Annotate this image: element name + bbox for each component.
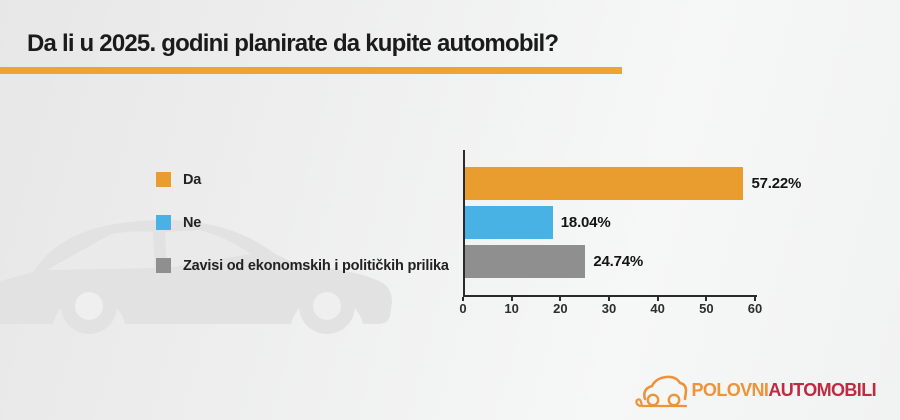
bar-value-label: 57.22% bbox=[751, 175, 802, 192]
x-tick-label: 20 bbox=[553, 301, 568, 316]
legend-swatch-zavisi bbox=[156, 258, 171, 273]
bar-row: 18.04% bbox=[465, 206, 900, 239]
x-tickmark bbox=[656, 297, 659, 301]
bar-0 bbox=[465, 167, 744, 200]
x-tickmark bbox=[705, 297, 708, 301]
page-title: Da li u 2025. godini planirate da kupite… bbox=[27, 30, 559, 57]
legend-label: Da bbox=[183, 171, 202, 188]
title-underline bbox=[0, 67, 622, 74]
x-tickmark bbox=[462, 297, 464, 301]
x-tick-label: 0 bbox=[459, 301, 467, 316]
legend-label: Ne bbox=[183, 214, 202, 231]
legend-label: Zavisi od ekonomskih i političkih prilik… bbox=[183, 257, 449, 274]
logo-text-automobili: AUTOMOBILI bbox=[768, 379, 876, 400]
polovni-automobili-logo: POLOVNIAUTOMOBILI bbox=[634, 369, 877, 411]
x-tickmark bbox=[754, 297, 756, 301]
legend-item-zavisi: Zavisi od ekonomskih i političkih prilik… bbox=[156, 257, 449, 274]
x-axis-tickmarks bbox=[462, 297, 756, 301]
legend-swatch-ne bbox=[156, 215, 171, 230]
bar-2 bbox=[465, 245, 586, 278]
x-tick-label: 30 bbox=[601, 301, 617, 316]
bar-value-label: 18.04% bbox=[560, 214, 611, 231]
logo-car-icon bbox=[634, 375, 687, 408]
bar-chart-plot-area: 57.22% 18.04% 24.74% bbox=[463, 150, 801, 297]
logo-text: POLOVNIAUTOMOBILI bbox=[691, 379, 877, 401]
x-axis-tick-labels: 0 10 20 30 40 50 60 bbox=[459, 301, 762, 317]
bar-row: 57.22% bbox=[465, 167, 900, 200]
bar-row: 24.74% bbox=[465, 245, 900, 278]
chart-legend: Da Ne Zavisi od ekonomskih i političkih … bbox=[156, 172, 449, 301]
bar-value-label: 24.74% bbox=[593, 253, 644, 270]
x-tickmark bbox=[559, 297, 562, 301]
bar-1 bbox=[465, 206, 553, 239]
legend-item-da: Da bbox=[156, 171, 449, 188]
logo-text-polovni: POLOVNI bbox=[691, 379, 769, 400]
bar-group: 57.22% 18.04% 24.74% bbox=[465, 150, 900, 295]
x-tickmark bbox=[608, 297, 610, 301]
x-tickmark bbox=[510, 297, 513, 301]
x-tick-label: 40 bbox=[650, 301, 665, 316]
x-tick-label: 60 bbox=[747, 301, 763, 316]
x-tick-label: 50 bbox=[699, 301, 714, 316]
legend-item-ne: Ne bbox=[156, 214, 449, 231]
x-tick-label: 10 bbox=[504, 301, 519, 316]
legend-swatch-da bbox=[156, 172, 171, 187]
car-watermark-image bbox=[0, 220, 392, 334]
